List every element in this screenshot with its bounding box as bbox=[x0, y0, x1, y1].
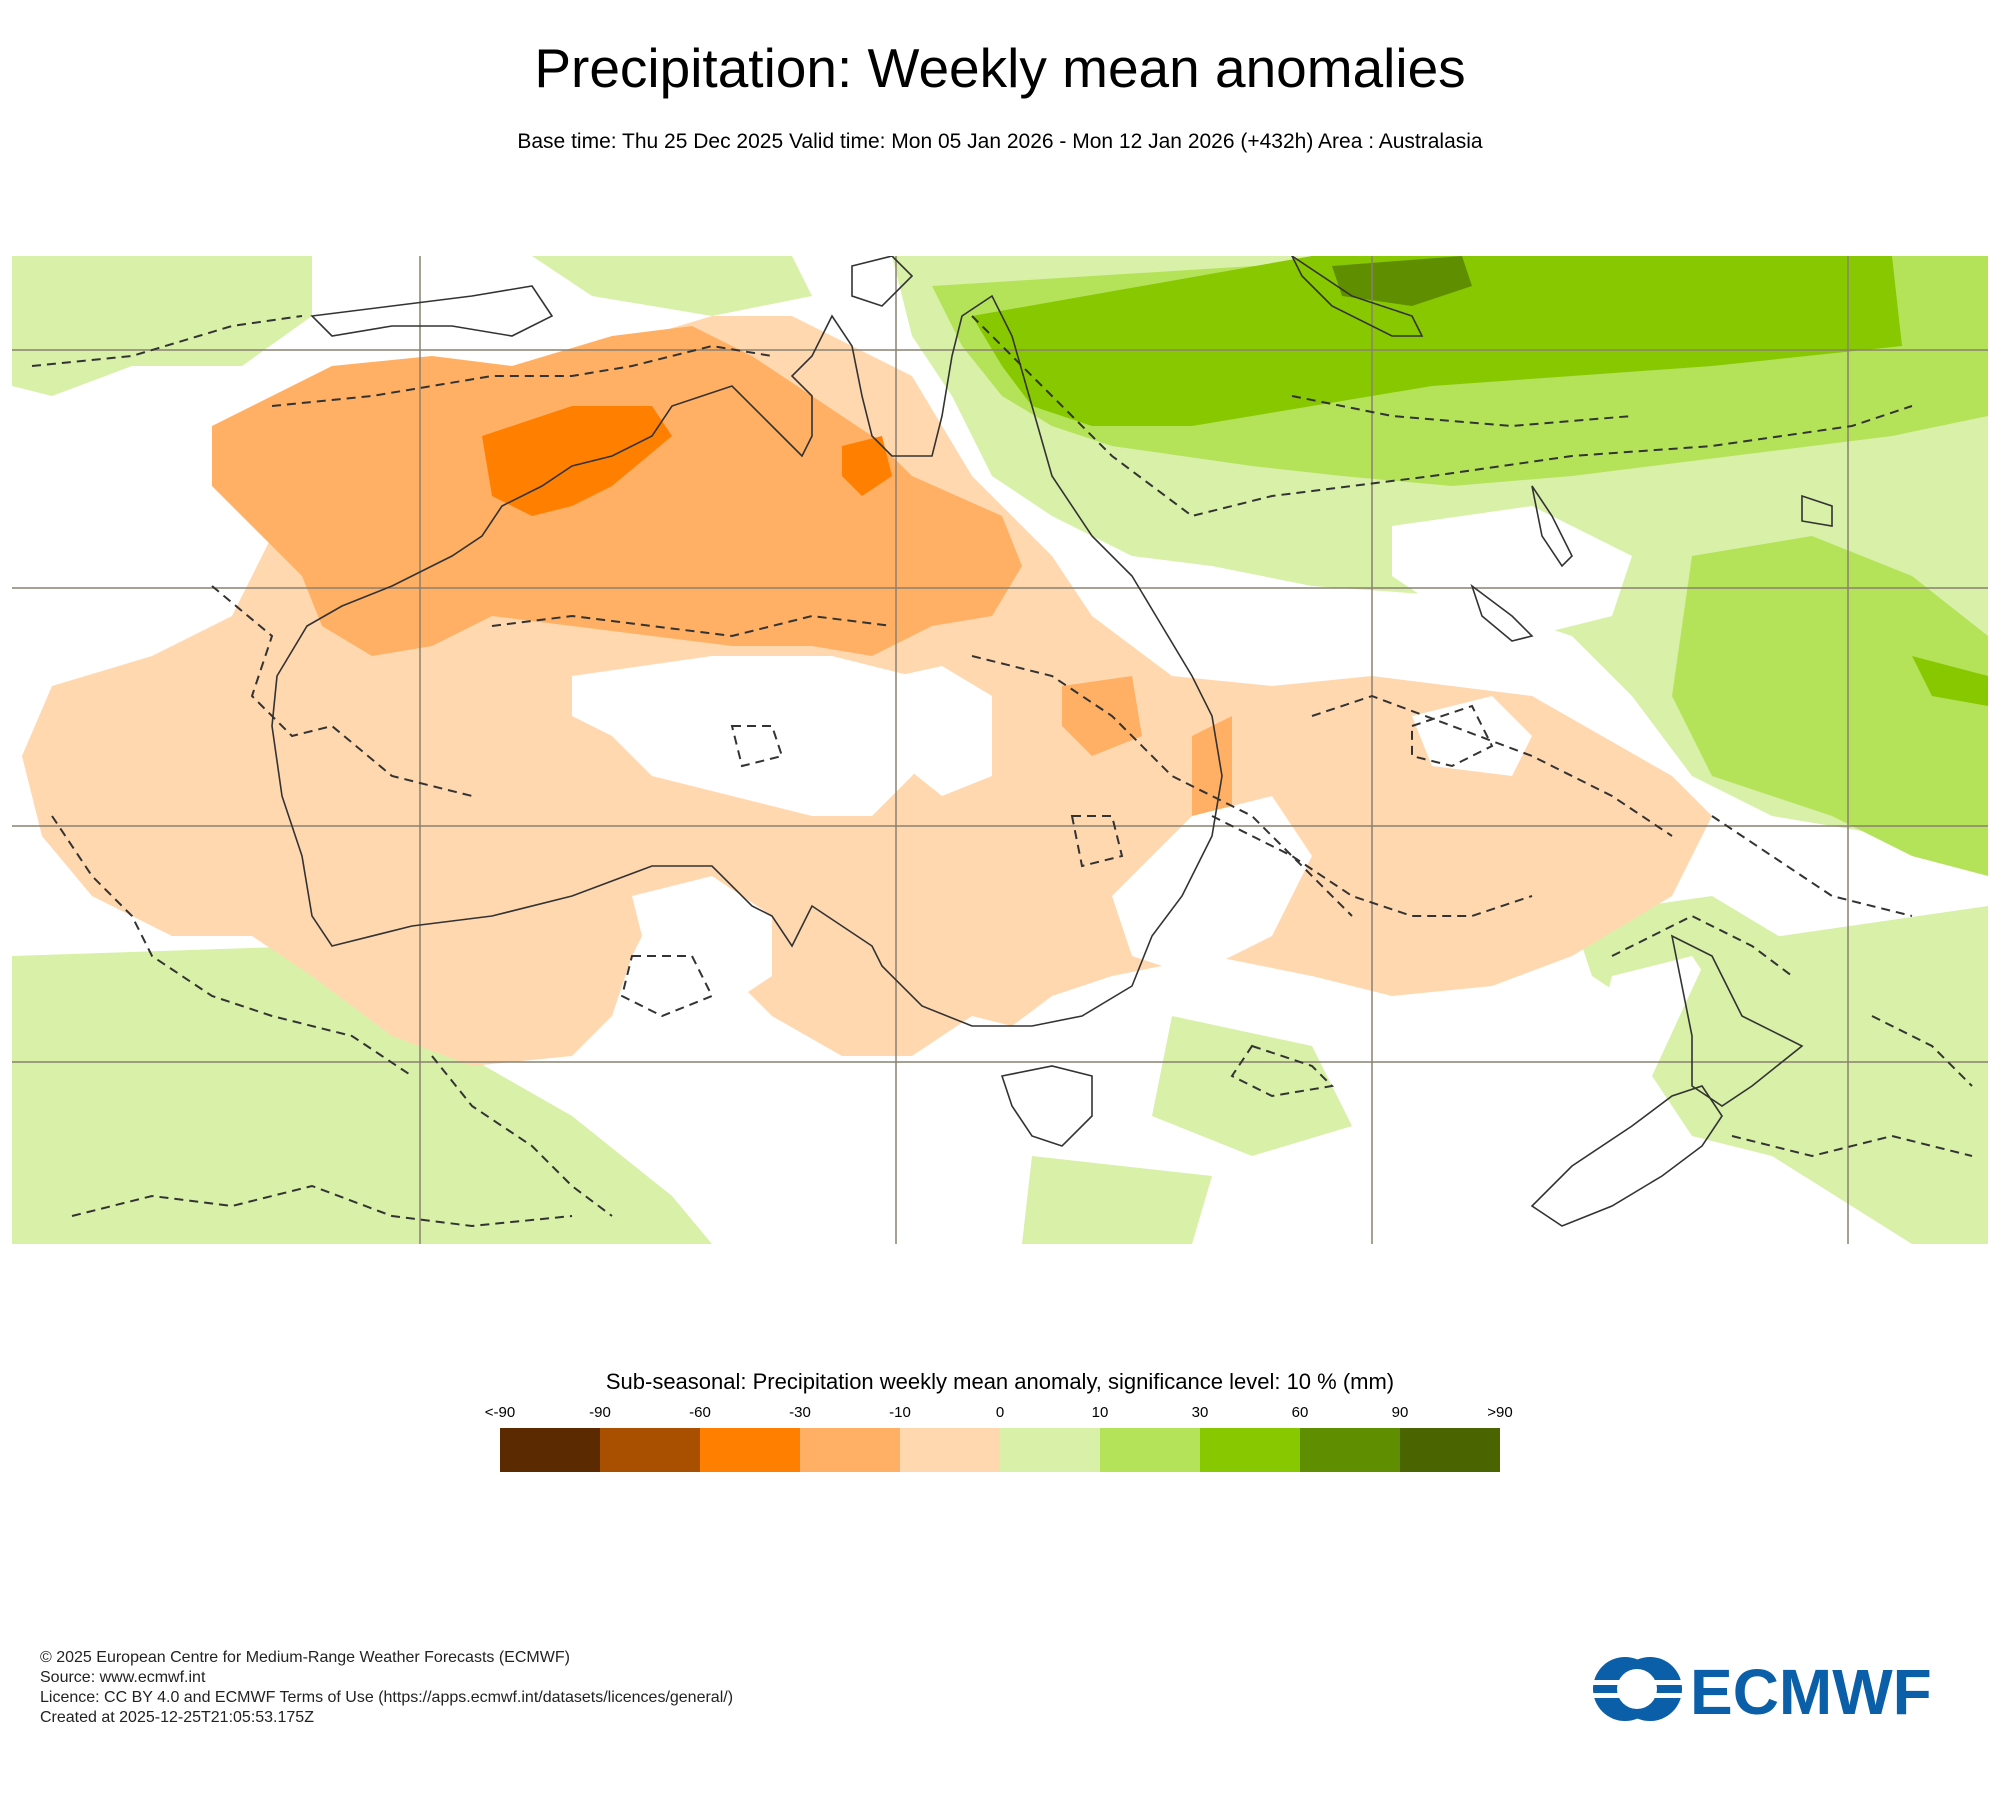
legend-tick: 10 bbox=[1091, 1404, 1109, 1421]
footer-licence: Licence: CC BY 4.0 and ECMWF Terms of Us… bbox=[40, 1689, 734, 1706]
legend-swatch bbox=[1000, 1428, 1100, 1472]
legend-tick: 30 bbox=[1191, 1404, 1209, 1421]
copyright-footer: © 2025 European Centre for Medium-Range … bbox=[40, 1648, 733, 1728]
ecmwf-logo-wordmark: ECMWF bbox=[1690, 1656, 1932, 1724]
legend-tick: -60 bbox=[689, 1404, 711, 1421]
legend-tick: <-90 bbox=[484, 1404, 516, 1421]
ecmwf-logo: ECMWF bbox=[1590, 1654, 1970, 1728]
legend-swatch bbox=[1100, 1428, 1200, 1472]
anomaly-map bbox=[12, 256, 1988, 1244]
footer-source: Source: www.ecmwf.int bbox=[40, 1669, 206, 1686]
significance-contours bbox=[31, 315, 1973, 1228]
legend-swatch bbox=[800, 1428, 900, 1472]
legend-title: Sub-seasonal: Precipitation weekly mean … bbox=[605, 1369, 1395, 1394]
legend-swatch bbox=[500, 1428, 600, 1472]
legend-tick: 90 bbox=[1391, 1404, 1409, 1421]
legend-swatch bbox=[1300, 1428, 1400, 1472]
chart-title: Precipitation: Weekly mean anomalies bbox=[534, 37, 1466, 99]
coastlines bbox=[271, 256, 1833, 1227]
ecmwf-logo-mark bbox=[1590, 1657, 1685, 1721]
legend-colorbar bbox=[500, 1428, 1500, 1472]
footer-created: Created at 2025-12-25T21:05:53.175Z bbox=[40, 1709, 314, 1726]
legend-swatch bbox=[700, 1428, 800, 1472]
legend-swatch bbox=[1200, 1428, 1300, 1472]
chart-subtitle: Base time: Thu 25 Dec 2025 Valid time: M… bbox=[517, 130, 1483, 153]
legend-ticks: <-90 -90 -60 -30 -10 0 10 30 60 90 >90 bbox=[485, 1404, 1513, 1426]
legend-swatch bbox=[600, 1428, 700, 1472]
footer-copyright: © 2025 European Centre for Medium-Range … bbox=[40, 1649, 570, 1666]
legend-tick: 60 bbox=[1291, 1404, 1309, 1421]
legend-tick: >90 bbox=[1487, 1404, 1513, 1421]
legend-tick: -10 bbox=[889, 1404, 911, 1421]
neutral-patches bbox=[572, 506, 1632, 1016]
legend-swatch bbox=[900, 1428, 1000, 1472]
legend-tick: 0 bbox=[995, 1404, 1005, 1421]
legend-swatch bbox=[1400, 1428, 1500, 1472]
legend-tick: -30 bbox=[789, 1404, 811, 1421]
legend-tick: -90 bbox=[589, 1404, 611, 1421]
